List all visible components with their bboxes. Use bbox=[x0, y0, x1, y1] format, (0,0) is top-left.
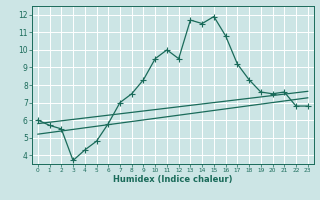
X-axis label: Humidex (Indice chaleur): Humidex (Indice chaleur) bbox=[113, 175, 233, 184]
